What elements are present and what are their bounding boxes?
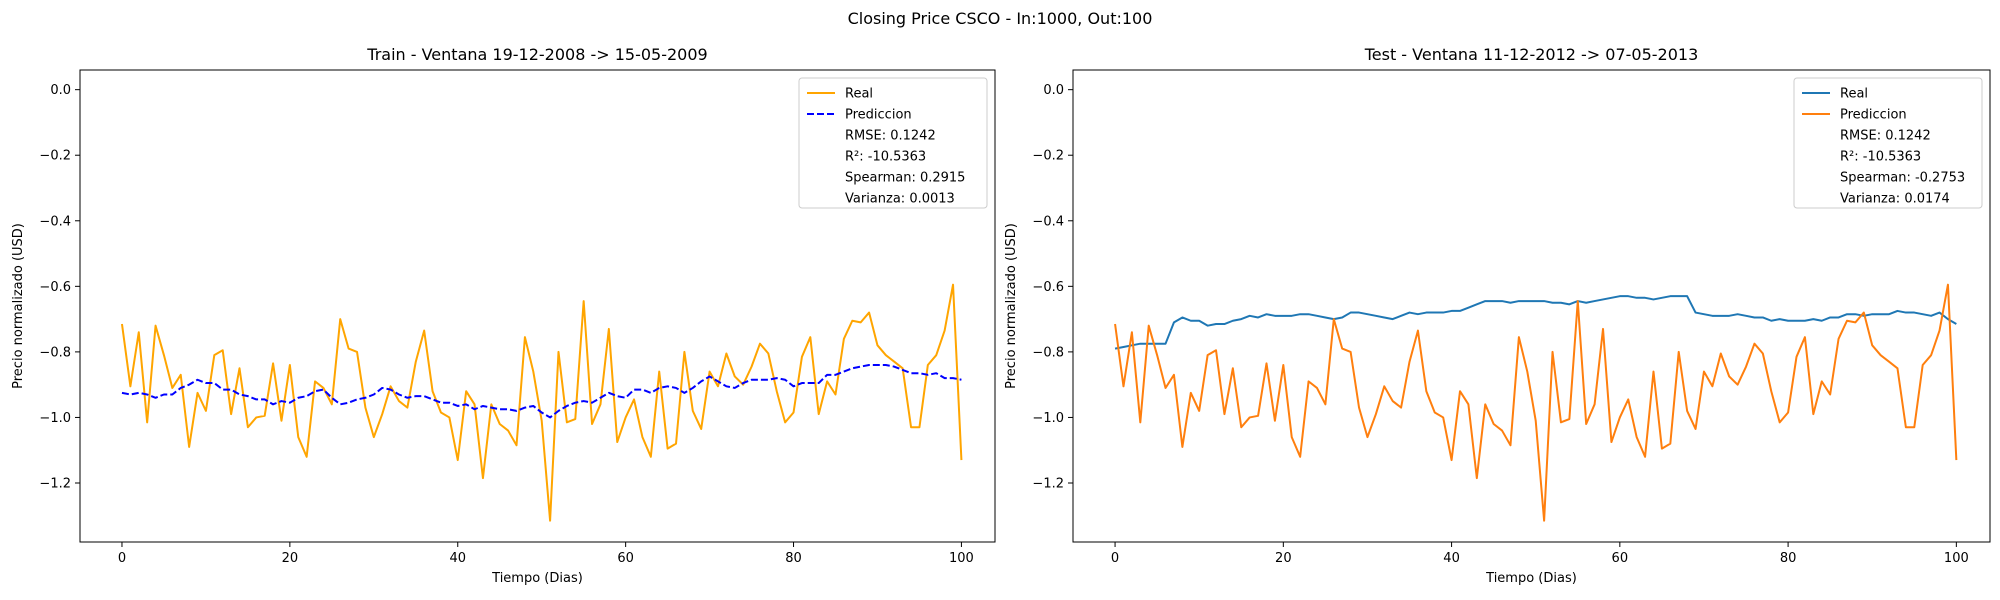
panel1-title: Train - Ventana 19-12-2008 -> 15-05-2009 [366, 45, 707, 64]
panel2-legend-label-prediccion: Prediccion [1840, 108, 1907, 123]
panel1-y-axis-label: Precio normalizado (USD) [11, 223, 26, 389]
panel1-legend-stat: RMSE: 0.1242 [845, 129, 936, 144]
panel1-x-tick-label: 40 [449, 551, 466, 566]
panel2-legend-stat: Spearman: -0.2753 [1840, 171, 1965, 186]
panel1-legend-label-prediccion: Prediccion [845, 108, 912, 123]
panel1-series-prediccion-line [121, 364, 962, 419]
panel2-legend-box [1793, 77, 1983, 209]
panel2-legend-stat: R²: -10.5363 [1840, 150, 1921, 165]
panel2-series-real-line [1114, 295, 1957, 350]
panel1-y-tick-label: −0.6 [39, 280, 71, 295]
panel1-legend-stat: Varianza: 0.0013 [845, 192, 955, 207]
panel1-y-tick-label: −0.4 [39, 214, 71, 229]
panel1-y-tick-label: −1.2 [39, 477, 71, 492]
panel1-legend-label-real: Real [845, 87, 873, 102]
panel2-x-tick-label: 60 [1612, 551, 1629, 566]
panel1-y-tick-label: −0.8 [39, 345, 71, 360]
panel2-y-tick-label: 0.0 [1043, 83, 1064, 98]
panel1-y-tick-label: 0.0 [50, 83, 71, 98]
panel1-legend-box [798, 77, 988, 209]
panel2-x-axis-label: Tiempo (Dias) [1485, 571, 1577, 586]
panel1-y-tick-label: −1.0 [39, 411, 71, 426]
panel2-y-tick-label: −0.6 [1032, 280, 1064, 295]
panel2-x-tick-label: 40 [1443, 551, 1460, 566]
panel2-y-tick-label: −0.4 [1032, 214, 1064, 229]
panel2-y-tick-label: −1.2 [1032, 477, 1064, 492]
panel2-y-tick-label: −0.2 [1032, 149, 1064, 164]
panel1-x-tick-label: 0 [118, 551, 126, 566]
panel2-x-tick-label: 100 [1944, 551, 1969, 566]
panel2-x-tick-label: 20 [1275, 551, 1292, 566]
panel2-x-tick-label: 0 [1111, 551, 1119, 566]
panel1-x-tick-label: 20 [282, 551, 299, 566]
panel1-x-tick-label: 80 [785, 551, 802, 566]
panel2-title: Test - Ventana 11-12-2012 -> 07-05-2013 [1364, 45, 1699, 64]
panel2-y-axis-label: Precio normalizado (USD) [1004, 223, 1019, 389]
figure-suptitle: Closing Price CSCO - In:1000, Out:100 [847, 9, 1153, 28]
panel1-series-real-line [120, 283, 963, 522]
panel1-x-tick-label: 100 [949, 551, 974, 566]
panel2-y-tick-label: −1.0 [1032, 411, 1064, 426]
panel2-x-tick-label: 80 [1780, 551, 1797, 566]
panel1-plot-frame [79, 69, 996, 543]
panel1-x-axis-label: Tiempo (Dias) [491, 571, 583, 586]
panel2-legend-stat: Varianza: 0.0174 [1840, 192, 1950, 207]
panel2-y-tick-label: −0.8 [1032, 345, 1064, 360]
panel2-series-prediccion-line [1114, 283, 1958, 522]
panel1-y-tick-label: −0.2 [39, 149, 71, 164]
panel1-legend-stat: R²: -10.5363 [845, 150, 926, 165]
panel1-x-tick-label: 60 [617, 551, 634, 566]
panel2-legend-stat: RMSE: 0.1242 [1840, 129, 1931, 144]
panel2-legend-label-real: Real [1840, 87, 1868, 102]
panel1-legend-stat: Spearman: 0.2915 [845, 171, 965, 186]
panel2-plot-frame [1072, 69, 1991, 543]
